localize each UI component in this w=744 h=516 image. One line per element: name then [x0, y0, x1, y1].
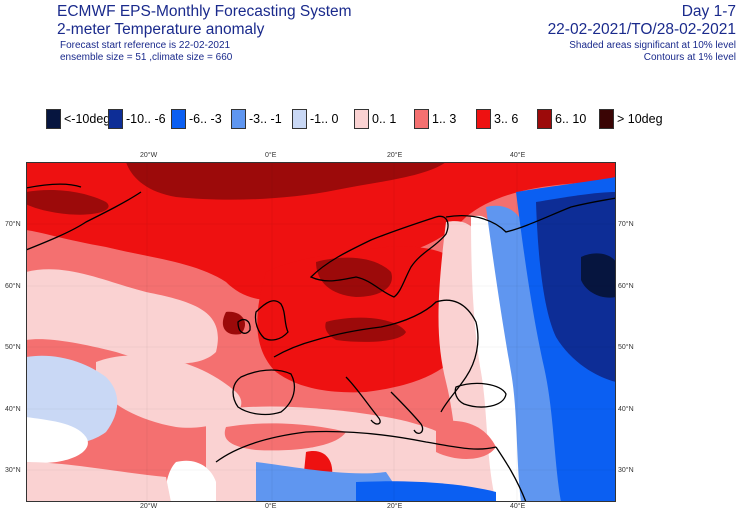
lon-tick-top: 20°W: [140, 152, 158, 159]
legend-label: -10.. -6: [126, 112, 166, 126]
date-range-label: 22-02-2021/TO/28-02-2021: [547, 21, 736, 38]
lat-tick-right: 40°N: [618, 406, 634, 413]
lat-tick-left: 50°N: [5, 344, 21, 351]
anomaly-region: [486, 205, 566, 502]
coastline-greenland: [26, 191, 142, 251]
lat-tick-left: 40°N: [5, 406, 21, 413]
legend-swatch: [171, 109, 186, 129]
legend-label: > 10deg: [617, 112, 663, 126]
coastline-europe: [273, 299, 479, 413]
anomaly-region: [26, 269, 218, 364]
legend-swatch: [476, 109, 491, 129]
significance-shaded-note: Shaded areas significant at 10% level: [569, 40, 736, 51]
coastline-red-sea: [495, 446, 527, 502]
coastline-scandinavia: [309, 215, 449, 298]
coastline-britain: [254, 300, 289, 341]
lat-tick-left: 30°N: [5, 467, 21, 474]
chart-subtitle: 2-meter Temperature anomaly: [57, 21, 265, 38]
lon-tick-bottom: 20°W: [140, 503, 158, 510]
significance-contour-note: Contours at 1% level: [643, 52, 736, 63]
lon-tick-bottom: 20°E: [387, 503, 403, 510]
anomaly-region: [471, 215, 526, 502]
lon-tick-bottom: 40°E: [510, 503, 526, 510]
legend-label: 0.. 1: [372, 112, 397, 126]
lat-tick-right: 70°N: [618, 221, 634, 228]
legend-label: <-10deg: [64, 112, 111, 126]
anomaly-region: [356, 481, 496, 502]
legend-label: 3.. 6: [494, 112, 519, 126]
lat-tick-right: 60°N: [618, 283, 634, 290]
lat-tick-left: 60°N: [5, 283, 21, 290]
anomaly-region: [126, 162, 446, 200]
ensemble-size-text: ensemble size = 51 ,climate size = 660: [60, 52, 233, 63]
legend-label: 1.. 3: [432, 112, 457, 126]
forecast-start-text: Forecast start reference is 22-02-2021: [60, 40, 231, 51]
anomaly-region: [26, 417, 88, 463]
lon-tick-top: 0°E: [265, 152, 277, 159]
coastlines: [26, 183, 616, 502]
legend-label: -1.. 0: [310, 112, 339, 126]
graticule: [26, 162, 616, 502]
legend-swatch: [108, 109, 123, 129]
lon-tick-top: 40°E: [510, 152, 526, 159]
legend-swatch: [46, 109, 61, 129]
anomaly-region: [536, 192, 616, 382]
anomaly-region: [581, 253, 616, 298]
temperature-anomaly-map: [26, 162, 616, 502]
period-label: Day 1-7: [681, 3, 736, 20]
legend-swatch: [414, 109, 429, 129]
coastline-north-africa: [215, 430, 497, 463]
anomaly-region: [26, 190, 109, 215]
lat-tick-left: 70°N: [5, 221, 21, 228]
anomaly-region: [96, 355, 242, 428]
lat-tick-right: 50°N: [618, 344, 634, 351]
coastline-arctic: [26, 183, 82, 189]
legend-swatch: [599, 109, 614, 129]
chart-title: ECMWF EPS-Monthly Forecasting System: [57, 3, 352, 20]
anomaly-region: [165, 460, 216, 502]
lat-tick-right: 30°N: [618, 467, 634, 474]
coastline-black-sea: [454, 382, 507, 408]
legend-label: -6.. -3: [189, 112, 222, 126]
anomaly-region: [325, 317, 406, 342]
legend-swatch: [537, 109, 552, 129]
coastline-iberia: [232, 369, 295, 416]
legend-label: -3.. -1: [249, 112, 282, 126]
legend-swatch: [292, 109, 307, 129]
coastline-ireland: [237, 319, 251, 334]
lon-tick-bottom: 0°E: [265, 503, 277, 510]
coastline-arctic-russia: [445, 197, 616, 233]
legend-swatch: [354, 109, 369, 129]
coastline-italy: [345, 376, 381, 425]
anomaly-region: [224, 423, 346, 451]
coastline-balkans: [390, 391, 424, 434]
legend-swatch: [231, 109, 246, 129]
legend-label: 6.. 10: [555, 112, 587, 126]
lon-tick-top: 20°E: [387, 152, 403, 159]
anomaly-region: [26, 462, 171, 502]
map-frame: [26, 162, 616, 502]
